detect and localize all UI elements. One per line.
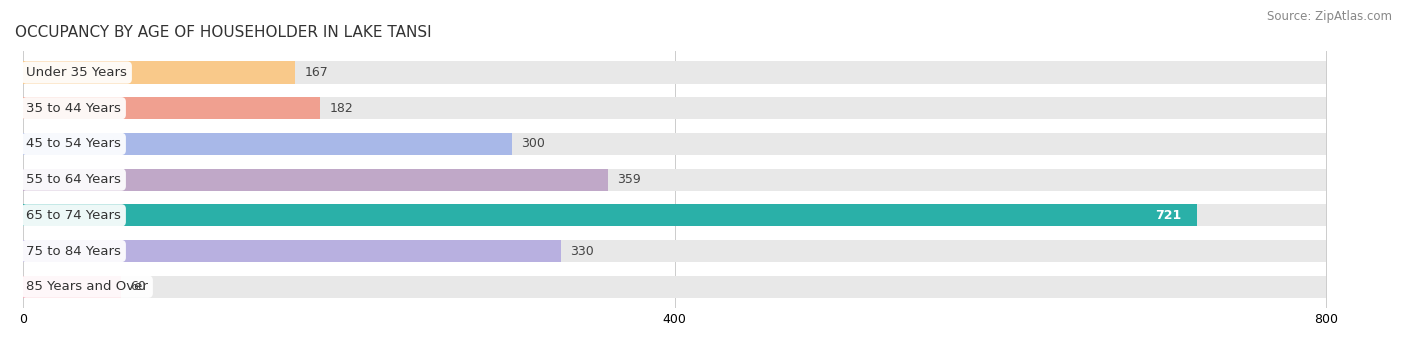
Text: 167: 167 bbox=[305, 66, 329, 79]
Text: 65 to 74 Years: 65 to 74 Years bbox=[27, 209, 121, 222]
Bar bbox=[22, 168, 607, 191]
Text: Under 35 Years: Under 35 Years bbox=[27, 66, 128, 79]
Bar bbox=[22, 240, 1326, 262]
Bar bbox=[22, 204, 1326, 226]
Bar bbox=[22, 61, 295, 84]
Text: 45 to 54 Years: 45 to 54 Years bbox=[27, 137, 121, 150]
Text: 182: 182 bbox=[329, 102, 353, 115]
Bar bbox=[22, 276, 1326, 298]
Bar bbox=[22, 97, 1326, 119]
Text: 75 to 84 Years: 75 to 84 Years bbox=[27, 244, 121, 257]
Bar bbox=[22, 240, 561, 262]
Bar bbox=[22, 168, 1326, 191]
Text: 85 Years and Over: 85 Years and Over bbox=[27, 280, 148, 293]
Bar bbox=[22, 133, 1326, 155]
Text: 35 to 44 Years: 35 to 44 Years bbox=[27, 102, 121, 115]
Bar bbox=[22, 61, 1326, 84]
Text: Source: ZipAtlas.com: Source: ZipAtlas.com bbox=[1267, 10, 1392, 23]
Text: 55 to 64 Years: 55 to 64 Years bbox=[27, 173, 121, 186]
Bar bbox=[22, 133, 512, 155]
Text: 330: 330 bbox=[571, 244, 595, 257]
Text: 359: 359 bbox=[617, 173, 641, 186]
Text: 721: 721 bbox=[1154, 209, 1181, 222]
Text: 60: 60 bbox=[131, 280, 146, 293]
Text: OCCUPANCY BY AGE OF HOUSEHOLDER IN LAKE TANSI: OCCUPANCY BY AGE OF HOUSEHOLDER IN LAKE … bbox=[15, 25, 432, 40]
Bar bbox=[22, 204, 1198, 226]
Text: 300: 300 bbox=[522, 137, 546, 150]
Bar bbox=[22, 276, 121, 298]
Bar bbox=[22, 97, 319, 119]
